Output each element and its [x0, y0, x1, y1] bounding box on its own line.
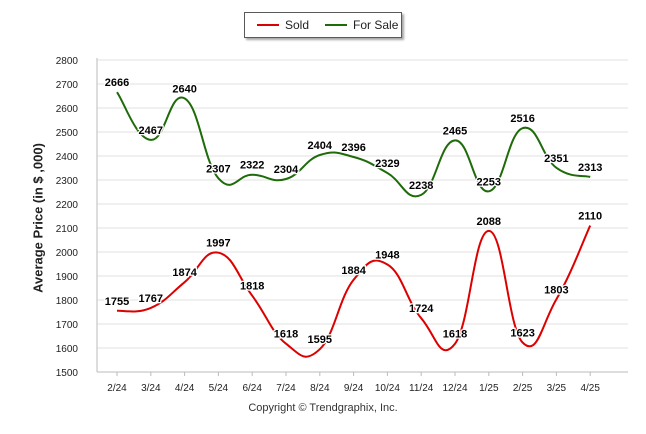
- x-tick-label-3-24: 3/24: [141, 383, 161, 394]
- legend-label-sold: Sold: [285, 18, 310, 32]
- data-label-for-sale-10: 2465: [443, 125, 467, 137]
- data-label-for-sale-1: 2467: [139, 125, 163, 137]
- data-label-sold-5: 1618: [274, 329, 298, 341]
- legend-swatch-sold: [257, 24, 279, 26]
- copyright-footer: Copyright © Trendgraphix, Inc.: [248, 402, 398, 414]
- data-label-sold-13: 1803: [544, 284, 568, 296]
- data-label-for-sale-2: 2640: [172, 83, 196, 95]
- y-tick-label-1700: 1700: [56, 320, 79, 331]
- data-label-for-sale-14: 2313: [578, 162, 602, 174]
- y-tick-label-2600: 2600: [56, 104, 79, 115]
- data-label-for-sale-0: 2666: [105, 77, 129, 89]
- y-axis-label: Average Price (in $ ,000): [30, 143, 46, 293]
- data-label-for-sale-12: 2516: [510, 113, 534, 125]
- y-tick-label-1600: 1600: [56, 344, 79, 355]
- data-label-sold-7: 1884: [341, 265, 366, 277]
- x-tick-label-12-24: 12/24: [442, 383, 467, 394]
- series-line-sold: [116, 225, 592, 358]
- data-label-sold-10: 1618: [443, 329, 467, 341]
- data-label-sold-11: 2088: [477, 216, 501, 228]
- data-label-sold-9: 1724: [409, 303, 434, 315]
- x-tick-label-11-24: 11/24: [409, 383, 434, 394]
- x-tick-label-5-24: 5/24: [209, 383, 229, 394]
- legend-item-for-sale[interactable]: For Sale: [325, 18, 398, 32]
- data-label-for-sale-4: 2322: [240, 160, 264, 172]
- data-label-for-sale-6: 2404: [308, 140, 333, 152]
- legend-item-sold[interactable]: Sold: [257, 18, 309, 32]
- series-line-for-sale: [116, 91, 591, 198]
- data-label-for-sale-3: 2307: [206, 163, 230, 175]
- x-tick-label-8-24: 8/24: [310, 383, 330, 394]
- y-tick-label-1900: 1900: [56, 272, 79, 283]
- data-label-sold-3: 1997: [206, 238, 230, 250]
- data-label-for-sale-13: 2351: [544, 153, 568, 165]
- data-label-for-sale-11: 2253: [477, 176, 501, 188]
- x-tick-label-2-24: 2/24: [107, 383, 127, 394]
- y-tick-label-2500: 2500: [56, 128, 79, 139]
- y-tick-label-1500: 1500: [56, 368, 79, 379]
- y-tick-label-1800: 1800: [56, 296, 79, 307]
- data-label-for-sale-5: 2304: [274, 164, 299, 176]
- chart-legend[interactable]: Sold For Sale: [244, 12, 402, 38]
- y-tick-label-2400: 2400: [56, 152, 79, 163]
- x-tick-label-2-25: 2/25: [513, 383, 533, 394]
- data-label-sold-12: 1623: [510, 327, 534, 339]
- data-label-for-sale-8: 2329: [375, 158, 399, 170]
- data-label-for-sale-7: 2396: [341, 142, 365, 154]
- x-tick-label-10-24: 10/24: [375, 383, 400, 394]
- data-label-sold-14: 2110: [578, 211, 602, 223]
- x-tick-label-3-25: 3/25: [547, 383, 567, 394]
- data-label-sold-6: 1595: [308, 334, 332, 346]
- data-label-for-sale-9: 2238: [409, 180, 433, 192]
- legend-swatch-for-sale: [325, 24, 348, 26]
- x-tick-label-1-25: 1/25: [479, 383, 499, 394]
- y-tick-label-2200: 2200: [56, 200, 79, 211]
- x-tick-label-6-24: 6/24: [242, 383, 262, 394]
- x-tick-label-9-24: 9/24: [344, 383, 364, 394]
- data-label-sold-0: 1755: [105, 296, 129, 308]
- x-tick-label-7-24: 7/24: [276, 383, 296, 394]
- y-tick-label-2300: 2300: [56, 176, 79, 187]
- data-label-sold-2: 1874: [172, 267, 197, 279]
- y-tick-label-2800: 2800: [56, 56, 79, 67]
- y-tick-label-2000: 2000: [56, 248, 79, 259]
- y-tick-label-2700: 2700: [56, 80, 79, 91]
- data-label-sold-8: 1948: [375, 249, 399, 261]
- x-tick-label-4-25: 4/25: [580, 383, 600, 394]
- legend-label-for-sale: For Sale: [353, 18, 399, 32]
- data-label-sold-1: 1767: [139, 293, 163, 305]
- x-tick-label-4-24: 4/24: [175, 383, 195, 394]
- data-label-sold-4: 1818: [240, 281, 264, 293]
- y-tick-label-2100: 2100: [56, 224, 79, 235]
